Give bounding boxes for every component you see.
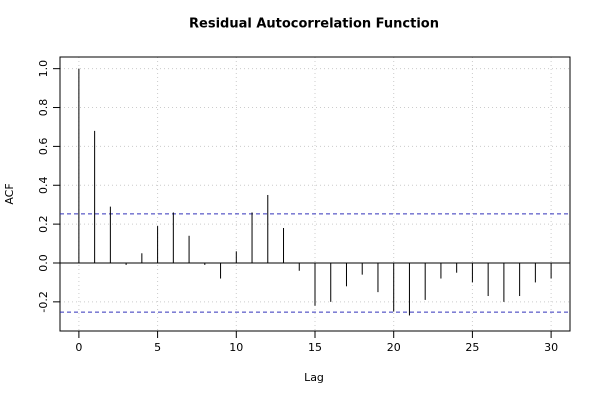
- y-tick-label: 1.0: [37, 60, 50, 78]
- x-tick-label: 25: [465, 341, 479, 354]
- x-tick-label: 20: [387, 341, 401, 354]
- x-tick-label: 15: [308, 341, 322, 354]
- y-axis-label: ACF: [3, 183, 16, 204]
- plot-frame: [59, 56, 571, 332]
- x-tick-label: 5: [154, 341, 161, 354]
- x-tick-label: 0: [75, 341, 82, 354]
- x-tick-label: 30: [544, 341, 558, 354]
- y-tick-label: 0.2: [37, 215, 50, 233]
- y-tick-label: 0.6: [37, 138, 50, 156]
- chart-title: Residual Autocorrelation Function: [189, 17, 439, 32]
- y-tick-label: -0.2: [37, 291, 50, 312]
- y-tick-label: 0.8: [37, 99, 50, 117]
- x-axis-label: Lag: [304, 371, 324, 384]
- x-tick-label: 10: [229, 341, 243, 354]
- y-tick-label: 0.0: [37, 254, 50, 272]
- y-tick-label: 0.4: [37, 177, 50, 195]
